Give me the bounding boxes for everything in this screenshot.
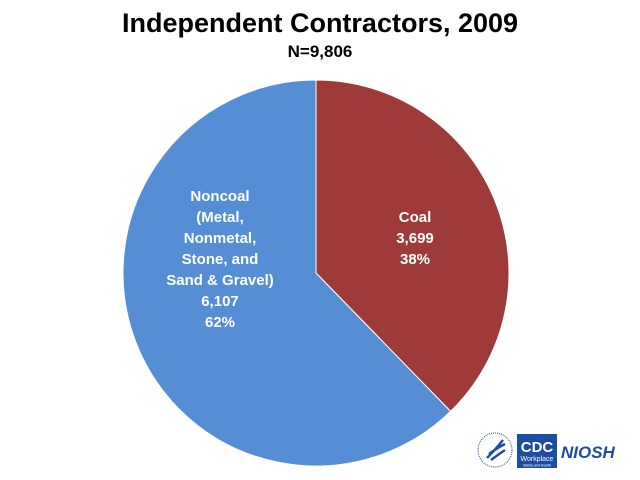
slice-label-line: Sand & Gravel) [166,272,274,289]
svg-text:NIOSH: NIOSH [561,443,616,462]
slice-label-noncoal: Noncoal (Metal, Nonmetal, Stone, and Sand & … [150,186,290,333]
slice-label-line: Coal [398,209,432,226]
slice-label-line: 38% [399,251,431,268]
svg-text:CDC: CDC [521,439,554,456]
slice-label-coal: Coal 3,699 38% [360,207,470,270]
slice-label-line: 3,699 [396,230,434,247]
pie-slice-noncoal [122,79,452,467]
slice-label-line: Stone, and [181,251,259,268]
slice-label-line: Nonmetal, [183,230,257,247]
cdc-niosh-logo: CDC Workplace Safety and Health NIOSH [477,432,616,468]
pie-slice-coal [315,79,510,413]
slice-label-line: (Metal, [196,209,244,226]
hhs-seal-icon [477,432,513,468]
slice-label-line: 62% [204,314,236,331]
chart-subtitle: N=9,806 [287,42,353,61]
svg-text:Safety and Health: Safety and Health [523,464,551,468]
cdc-box [517,434,557,468]
slice-label-line: 6,107 [201,293,239,310]
svg-text:Workplace: Workplace [521,456,554,463]
chart-title: Independent Contractors, 2009 [121,8,519,38]
slice-label-line: Noncoal [190,188,250,205]
